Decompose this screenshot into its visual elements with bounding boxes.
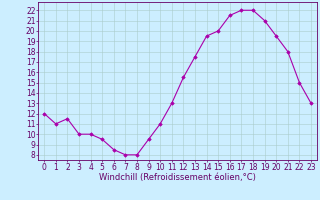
X-axis label: Windchill (Refroidissement éolien,°C): Windchill (Refroidissement éolien,°C) — [99, 173, 256, 182]
